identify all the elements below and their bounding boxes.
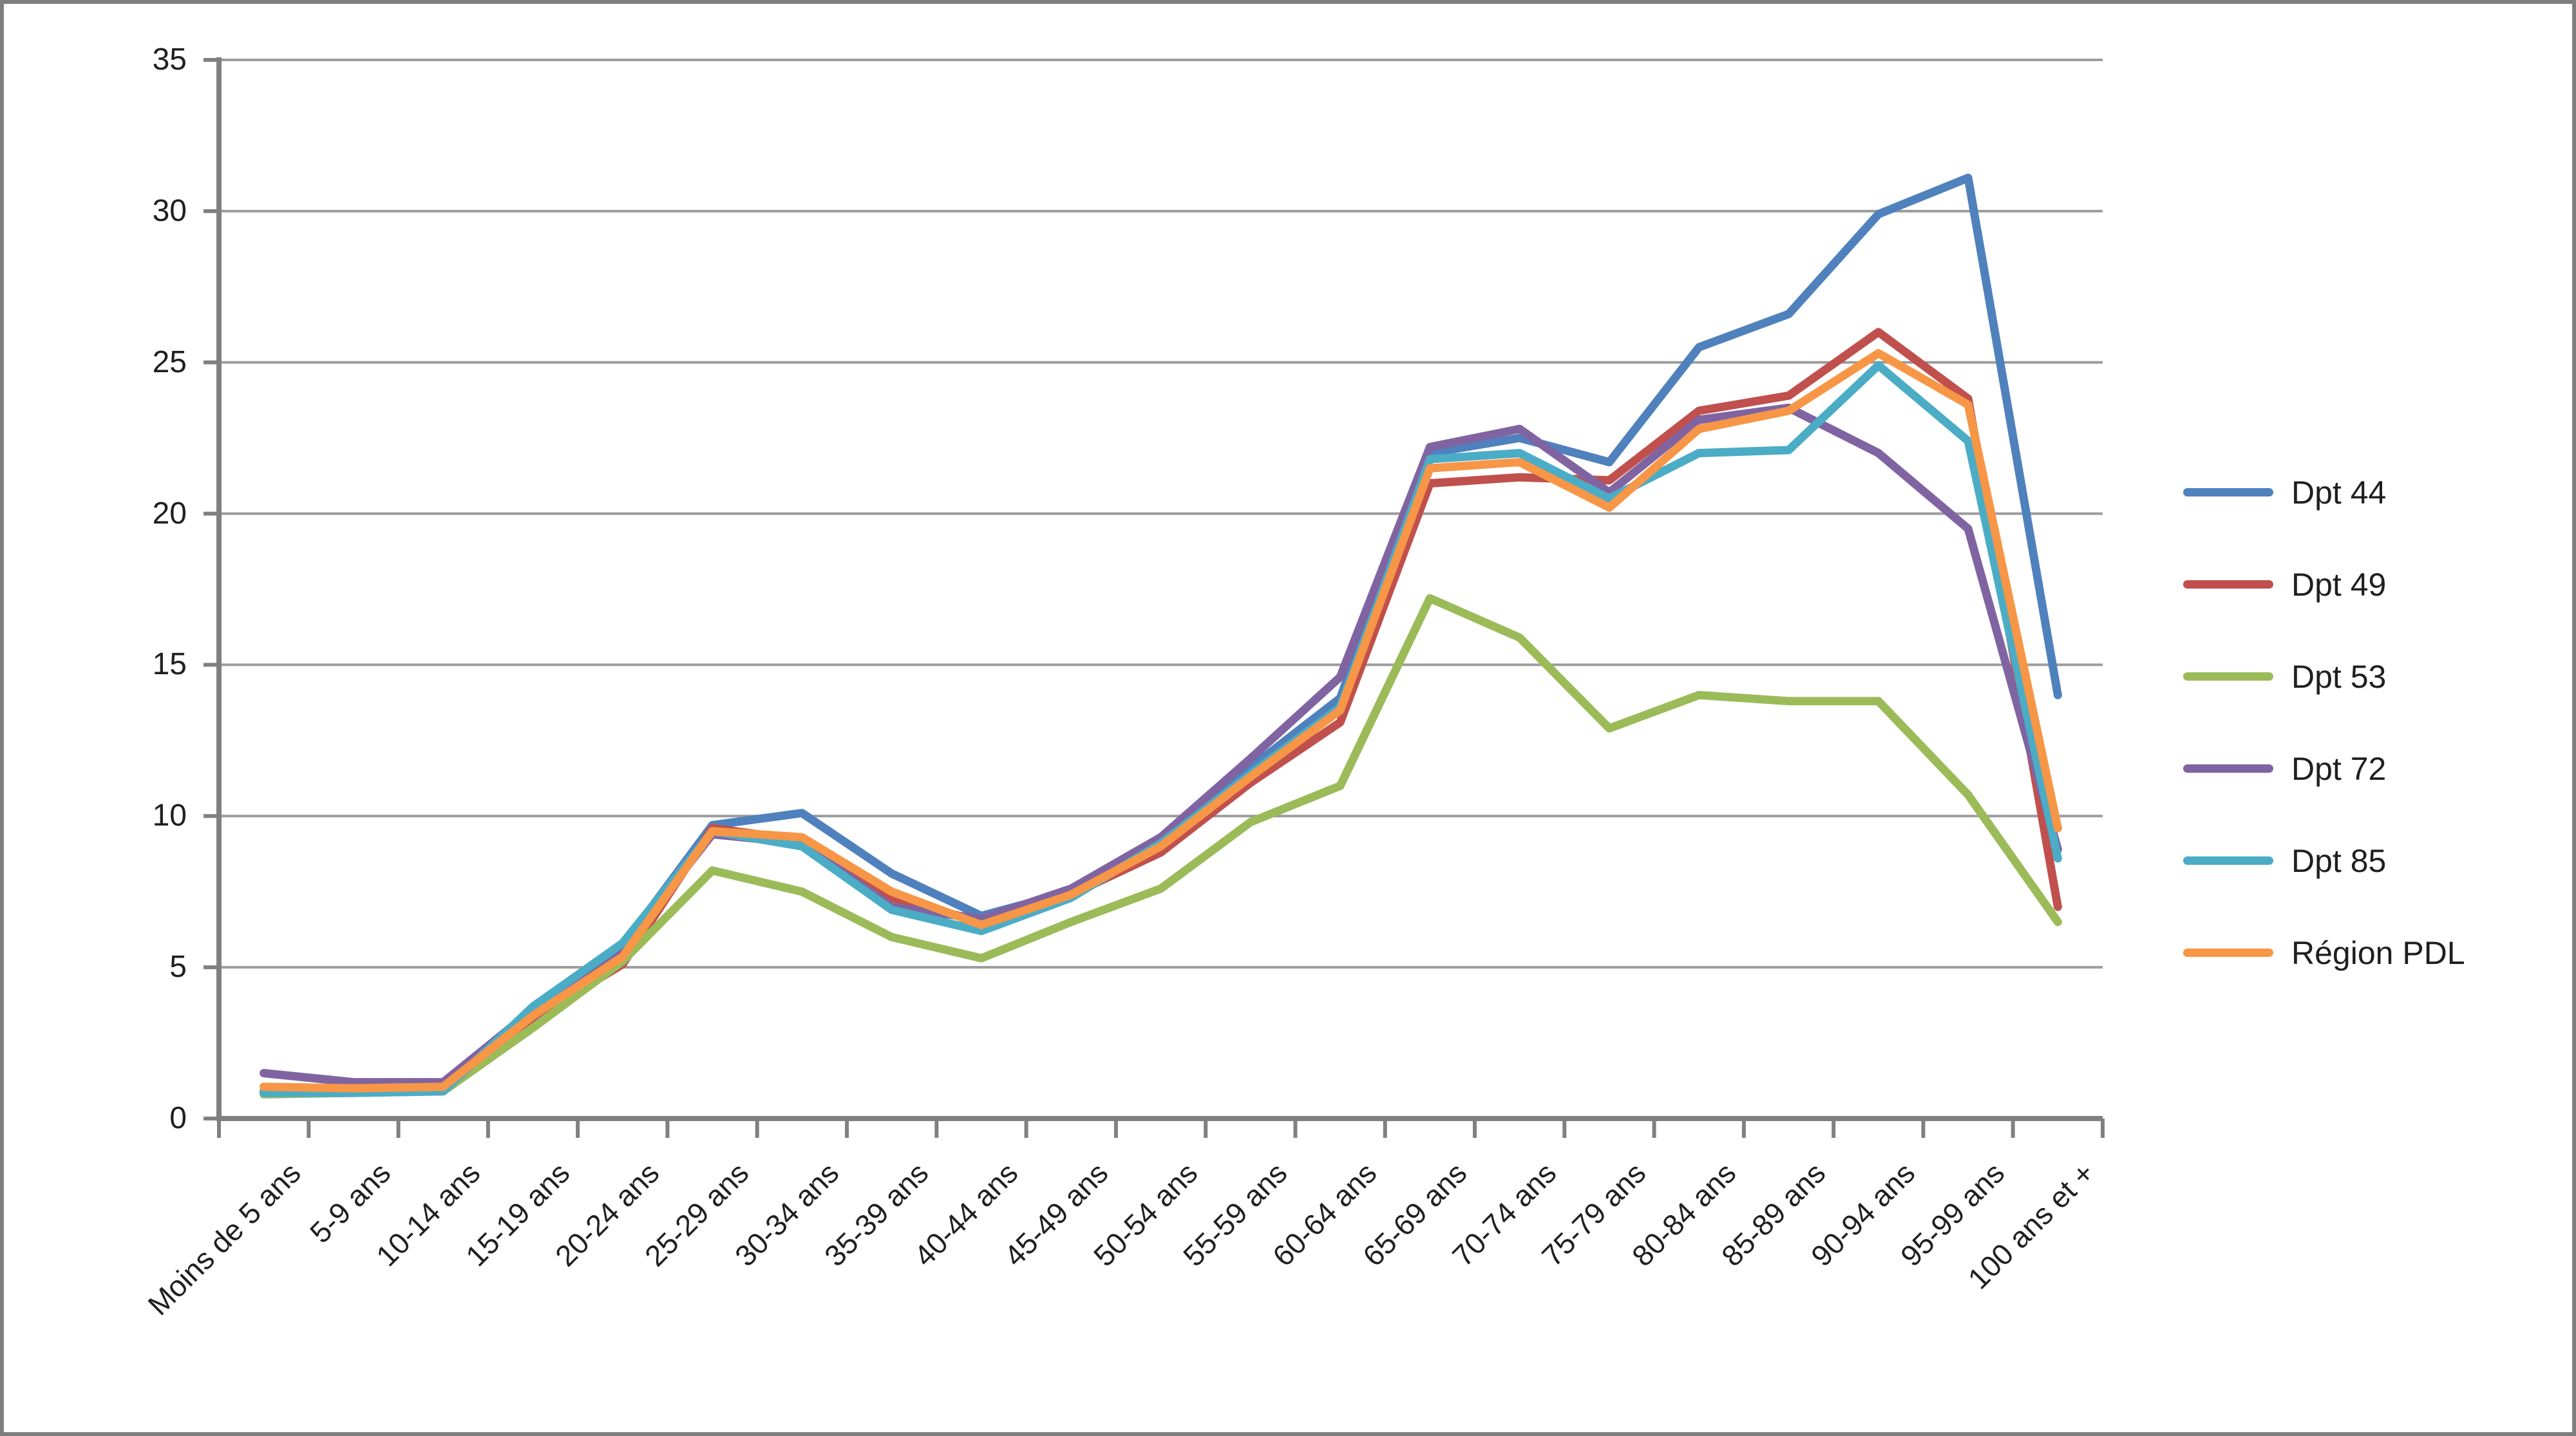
legend-item-dpt-53: Dpt 53 [2183,630,2465,723]
legend-label: Dpt 49 [2291,566,2387,603]
legend: Dpt 44 Dpt 49 Dpt 53 Dpt 72 Dpt 85 Région PDL [2183,446,2465,999]
legend-item-dpt-72: Dpt 72 [2183,723,2465,815]
y-axis-label: 35 [152,43,187,77]
legend-label: Dpt 85 [2291,842,2387,879]
legend-swatch-r-gion-pdl [2183,949,2273,957]
legend-label: Région PDL [2291,934,2465,971]
y-axis-label: 10 [152,798,187,833]
series-line-dpt-53 [260,594,2062,1099]
y-axis-label: 15 [152,647,187,682]
series-line-r-gion-pdl [260,349,2062,1093]
y-axis-label: 5 [169,950,187,985]
y-axis-label: 20 [152,496,187,531]
series-line-dpt-44 [260,173,2062,1096]
series-line-dpt-85 [260,361,2062,1097]
legend-swatch-dpt-72 [2183,764,2273,773]
legend-item-r-gion-pdl: Région PDL [2183,907,2465,999]
legend-label: Dpt 72 [2291,750,2387,787]
legend-label: Dpt 53 [2291,658,2387,695]
legend-item-dpt-49: Dpt 49 [2183,538,2465,630]
legend-swatch-dpt-53 [2183,672,2273,681]
legend-item-dpt-85: Dpt 85 [2183,815,2465,907]
legend-item-dpt-44: Dpt 44 [2183,446,2465,538]
legend-swatch-dpt-44 [2183,488,2273,496]
series-line-dpt-72 [260,403,2062,1087]
legend-swatch-dpt-49 [2183,580,2273,589]
legend-swatch-dpt-85 [2183,856,2273,865]
legend-label: Dpt 44 [2291,474,2387,511]
y-axis-label: 0 [169,1101,187,1135]
y-axis-label: 30 [152,193,187,228]
y-axis-label: 25 [152,345,187,379]
